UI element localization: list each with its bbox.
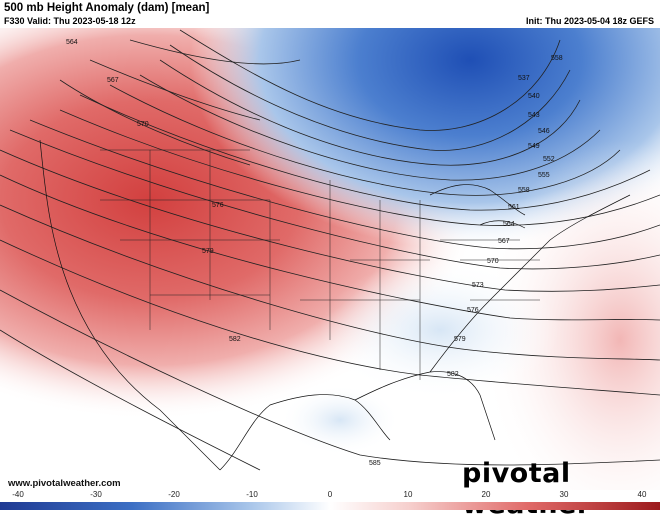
contour-label: 576 <box>467 307 479 314</box>
coastlines <box>39 139 631 471</box>
colorbar-tick: 10 <box>403 490 413 499</box>
contour-label: 573 <box>472 282 484 289</box>
colorbar-tick: -10 <box>246 490 258 499</box>
colorbar-strip <box>0 502 660 510</box>
colorbar-tick: -40 <box>12 490 24 499</box>
contour-label: 582 <box>229 336 241 343</box>
contour-label: 543 <box>528 112 540 119</box>
height-contours <box>0 29 660 471</box>
colorbar-tick: 20 <box>481 490 491 499</box>
contour-label: 558 <box>551 55 563 62</box>
contour-label: 561 <box>508 204 520 211</box>
map-svg: 564 567 570 576 579 582 585 558 537 540 … <box>0 28 660 490</box>
website-credit: www.pivotalweather.com <box>8 478 121 489</box>
init-time: Init: Thu 2023-05-04 18z GEFS <box>525 16 654 26</box>
colorbar-tick: 30 <box>559 490 569 499</box>
map-title: 500 mb Height Anomaly (dam) [mean] <box>4 2 210 14</box>
contour-label: 555 <box>538 172 550 179</box>
negative-anomaly-gulf <box>280 385 400 455</box>
contour-label: 564 <box>66 39 78 46</box>
colorbar-tick: -30 <box>90 490 102 499</box>
contour-label: 552 <box>543 156 555 163</box>
contour-label: 537 <box>518 75 530 82</box>
contour-label: 579 <box>202 248 214 255</box>
colorbar-tick-labels: -40 -30 -20 -10 0 10 20 30 40 <box>0 490 660 500</box>
contour-label: 567 <box>107 77 119 84</box>
contour-label: 570 <box>137 121 149 128</box>
contour-label: 549 <box>528 143 540 150</box>
contour-label: 546 <box>538 128 550 135</box>
map-panel: 564 567 570 576 579 582 585 558 537 540 … <box>0 28 660 490</box>
state-borders <box>100 149 540 380</box>
valid-time: F330 Valid: Thu 2023-05-18 12z <box>4 16 136 26</box>
contour-label: 558 <box>518 187 530 194</box>
negative-anomaly-southeast <box>320 260 560 400</box>
contour-label: 579 <box>454 336 466 343</box>
colorbar-tick: -20 <box>168 490 180 499</box>
contour-label: 567 <box>498 238 510 245</box>
header: 500 mb Height Anomaly (dam) [mean] F330 … <box>0 0 660 28</box>
colorbar-tick: 40 <box>637 490 647 499</box>
colorbar-tick: 0 <box>327 490 333 499</box>
contour-label: 564 <box>503 221 515 228</box>
contour-label: 570 <box>487 258 499 265</box>
contour-label: 540 <box>528 93 540 100</box>
contour-label: 582 <box>447 371 459 378</box>
contour-label: 585 <box>369 460 381 467</box>
positive-anomaly-atlantic <box>480 140 660 490</box>
colorbar: -40 -30 -20 -10 0 10 20 30 40 <box>0 490 660 510</box>
brand-logo: pivotal weather <box>462 458 590 520</box>
contour-label: 576 <box>212 202 224 209</box>
contour-labels: 564 567 570 576 579 582 585 558 537 540 … <box>66 39 563 467</box>
